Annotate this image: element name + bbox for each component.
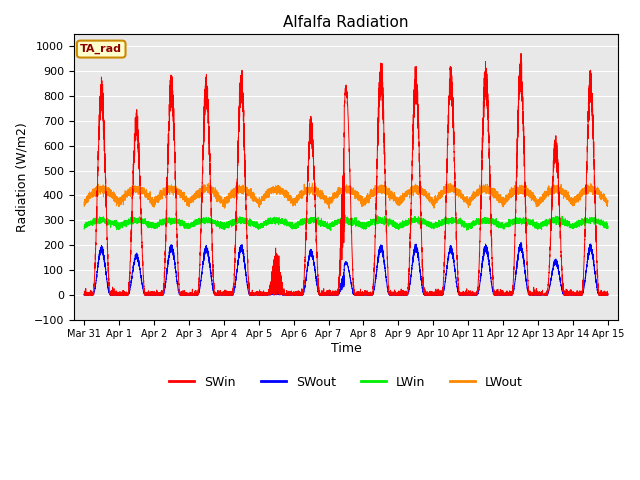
LWin (582, 217, 590, 223)
LWout (259, 197, 266, 203)
SWin (463, 290, 471, 296)
SWout (259, 292, 266, 298)
Legend: SWin, SWout, LWin, LWout: SWin, SWout, LWin, LWout (164, 371, 528, 394)
LWout (325, 206, 333, 212)
Line: LWout: LWout (84, 183, 608, 209)
SWin (604, 292, 612, 298)
LWin (327, 228, 335, 233)
SWout (328, 292, 336, 298)
LWin (341, 212, 349, 218)
LWin (463, 224, 471, 229)
Title: Alfalfa Radiation: Alfalfa Radiation (284, 15, 409, 30)
SWin (575, 291, 583, 297)
Line: SWin: SWin (84, 53, 608, 295)
SWin (259, 292, 266, 298)
SWout (478, 264, 486, 269)
SWin (517, 50, 525, 56)
X-axis label: Time: Time (331, 342, 362, 355)
SWin (582, 195, 589, 201)
LWout (478, 186, 486, 192)
SWout (463, 292, 471, 298)
SWout (604, 292, 612, 298)
LWout (604, 198, 612, 204)
Text: TA_rad: TA_rad (80, 44, 122, 54)
LWin (575, 224, 583, 229)
Y-axis label: Radiation (W/m2): Radiation (W/m2) (15, 122, 28, 232)
LWout (582, 186, 590, 192)
SWout (80, 292, 88, 298)
LWout (463, 197, 471, 203)
SWin (328, 292, 336, 298)
SWout (517, 240, 525, 245)
SWout (575, 292, 583, 298)
LWout (575, 191, 583, 197)
Line: SWout: SWout (84, 242, 608, 295)
LWin (604, 224, 612, 229)
LWin (80, 226, 88, 232)
Line: LWin: LWin (84, 215, 608, 230)
SWin (80, 292, 88, 298)
LWout (328, 196, 336, 202)
LWin (478, 221, 486, 227)
SWout (582, 270, 589, 276)
LWout (306, 180, 314, 186)
LWin (259, 224, 266, 230)
LWout (80, 199, 88, 205)
SWin (478, 161, 486, 167)
LWin (328, 223, 336, 228)
